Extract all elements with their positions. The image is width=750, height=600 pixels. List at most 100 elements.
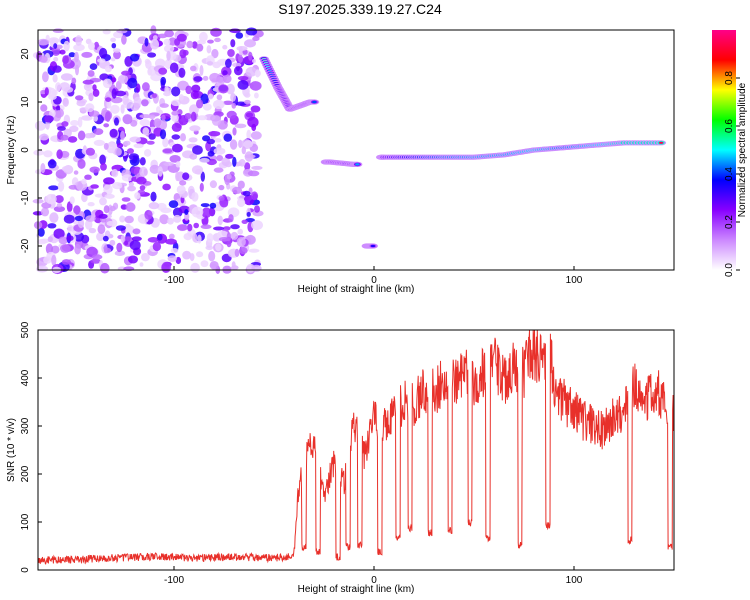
heat-cell — [250, 191, 259, 201]
heat-cell — [192, 145, 203, 155]
heat-cell — [252, 59, 256, 63]
heat-cell — [88, 110, 100, 117]
heat-cell — [172, 143, 183, 153]
heat-cell — [236, 46, 248, 51]
heat-cell — [150, 191, 157, 202]
heat-cell — [211, 115, 222, 126]
heat-cell — [75, 35, 82, 46]
heat-cell — [64, 86, 74, 93]
heat-cell — [40, 89, 47, 95]
heat-cell — [91, 254, 103, 260]
heat-cell — [123, 140, 131, 146]
heat-cell — [103, 142, 109, 150]
heat-cell — [187, 223, 193, 232]
heat-cell — [116, 142, 124, 149]
heat-cell — [147, 237, 159, 243]
heat-cell — [141, 99, 149, 107]
heat-cell — [139, 157, 146, 166]
heat-cell — [191, 84, 201, 93]
heat-cell — [178, 67, 186, 78]
heat-cell — [190, 111, 197, 122]
heat-cell — [49, 109, 56, 118]
heat-cell — [47, 236, 53, 243]
heat-cell — [103, 205, 110, 214]
heat-cell — [230, 93, 237, 102]
heat-cell — [164, 85, 169, 97]
heat-cell — [658, 141, 664, 144]
heat-cell — [134, 192, 141, 200]
heat-cell — [213, 99, 225, 110]
heat-cell — [222, 44, 228, 50]
heat-cell — [215, 243, 222, 252]
heat-cell — [250, 105, 261, 113]
heat-cell — [236, 237, 246, 247]
heat-cell — [244, 39, 256, 48]
heat-cell — [162, 137, 169, 148]
heat-cell — [216, 155, 224, 162]
heat-cell — [89, 63, 98, 70]
heat-cell — [136, 176, 147, 185]
heat-cell — [254, 70, 261, 77]
heat-cell — [208, 250, 216, 262]
heat-cell — [63, 214, 75, 224]
heat-cell — [163, 44, 175, 53]
heat-cell — [77, 158, 86, 169]
heat-cell — [226, 173, 232, 180]
heat-cell — [56, 105, 61, 112]
heat-cell — [99, 154, 106, 166]
heat-cell — [189, 125, 201, 132]
heat-cell — [67, 224, 74, 234]
heat-cell — [116, 28, 128, 34]
y-tick-label: 500 — [20, 321, 31, 338]
heat-cell — [127, 148, 134, 154]
heat-cell — [43, 115, 54, 123]
heat-cell — [89, 166, 100, 173]
heat-cell — [196, 99, 204, 109]
heat-cell — [156, 202, 167, 211]
heat-cell — [199, 158, 210, 163]
y-tick-label: -20 — [20, 238, 31, 253]
heat-cell — [160, 76, 167, 86]
heat-cell — [177, 224, 188, 231]
heat-cell — [247, 116, 259, 128]
heat-cell — [148, 202, 160, 210]
heat-cell — [97, 58, 106, 63]
heat-cell — [237, 80, 249, 90]
heat-cell — [150, 38, 160, 50]
colorbar-gradient — [712, 30, 736, 270]
heat-cell — [43, 256, 52, 264]
heat-cell — [105, 111, 111, 122]
heat-cell — [231, 102, 237, 109]
heat-cell — [33, 149, 45, 156]
heat-cell — [102, 235, 109, 242]
spectrogram-y-label: Frequency (Hz) — [6, 116, 17, 185]
heat-cell — [229, 139, 238, 150]
heat-cell — [118, 74, 129, 84]
heat-cell — [166, 50, 171, 61]
heat-cell — [171, 86, 181, 97]
heat-cell — [147, 68, 153, 76]
x-tick-label: 100 — [566, 275, 583, 286]
heat-cell — [225, 153, 234, 159]
spectrogram-background — [38, 30, 674, 270]
heat-cell — [69, 196, 75, 205]
heat-cell — [128, 181, 134, 187]
heat-cell — [167, 255, 177, 262]
snr-axes: -100 0 100 0 100 200 300 400 500 — [20, 321, 583, 586]
heat-cell — [162, 148, 173, 154]
heat-cell — [56, 203, 63, 208]
heat-cell — [40, 207, 50, 217]
heat-cell — [98, 213, 108, 219]
heat-cell — [36, 265, 49, 273]
heat-cell — [157, 33, 168, 39]
heat-cell — [129, 53, 140, 62]
heat-cell — [247, 170, 260, 177]
heat-cell — [312, 100, 317, 104]
heat-cell — [93, 128, 104, 136]
heat-cell — [228, 214, 234, 223]
heat-cell — [162, 183, 171, 191]
heat-cell — [222, 100, 234, 106]
colorbar-tick-label: 0.6 — [724, 119, 735, 133]
heat-cell — [57, 181, 65, 192]
